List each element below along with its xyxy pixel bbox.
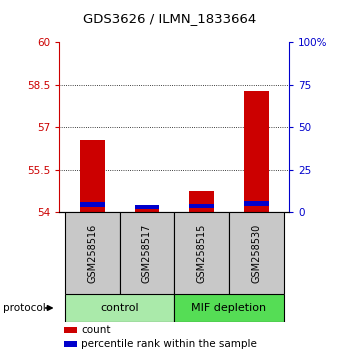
- Text: GSM258516: GSM258516: [87, 223, 97, 283]
- Bar: [80, 202, 105, 207]
- Bar: [135, 205, 159, 209]
- Bar: [189, 204, 214, 208]
- Bar: [174, 212, 229, 294]
- Bar: [189, 191, 214, 212]
- Bar: [64, 341, 77, 347]
- Text: GSM258517: GSM258517: [142, 223, 152, 283]
- Text: GDS3626 / ILMN_1833664: GDS3626 / ILMN_1833664: [83, 12, 257, 25]
- Text: GSM258515: GSM258515: [197, 223, 207, 283]
- Bar: [244, 200, 269, 206]
- Bar: [135, 207, 159, 212]
- Text: percentile rank within the sample: percentile rank within the sample: [81, 339, 257, 349]
- Bar: [65, 212, 120, 294]
- Text: protocol: protocol: [3, 303, 46, 313]
- Text: count: count: [81, 325, 111, 335]
- Bar: [174, 294, 284, 322]
- Bar: [80, 140, 105, 212]
- Bar: [64, 327, 77, 333]
- Text: GSM258530: GSM258530: [251, 223, 261, 283]
- Bar: [244, 91, 269, 212]
- Text: control: control: [100, 303, 139, 313]
- Bar: [229, 212, 284, 294]
- Bar: [65, 294, 174, 322]
- Bar: [120, 212, 174, 294]
- Text: MIF depletion: MIF depletion: [191, 303, 267, 313]
